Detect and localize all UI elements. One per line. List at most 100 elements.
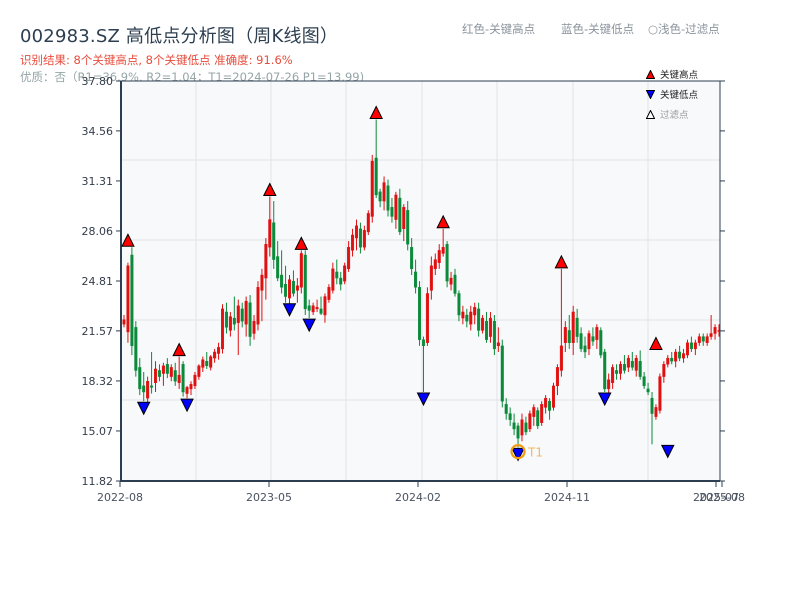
candle-body	[244, 300, 248, 325]
key-high-marker	[369, 105, 383, 119]
candle-body	[232, 317, 236, 325]
candle-body	[622, 364, 626, 371]
candle-body	[134, 327, 138, 371]
candle-body	[398, 197, 402, 233]
y-tick-label: 21.57	[82, 325, 114, 338]
candle-body	[197, 365, 201, 377]
candle-body	[654, 407, 658, 417]
candle-body	[685, 342, 689, 356]
x-tick-label: 2023-05	[246, 491, 292, 504]
candle-body	[508, 413, 512, 420]
key-low-marker	[180, 398, 194, 413]
candle-body	[327, 287, 331, 300]
candle-body	[394, 194, 398, 220]
candle-body	[626, 357, 630, 368]
candle-body	[709, 333, 713, 337]
y-tick-label: 37.80	[82, 75, 114, 88]
y-tick-label: 18.32	[82, 375, 114, 388]
candle-body	[201, 359, 205, 368]
candle-body	[567, 330, 571, 343]
candle-body	[670, 357, 674, 362]
candle-body	[461, 311, 465, 319]
candle-body	[488, 317, 492, 337]
candle-body	[599, 330, 603, 356]
candle-body	[154, 368, 158, 383]
candle-body	[181, 364, 185, 393]
hollow-triangle-icon	[646, 109, 655, 119]
candle-body	[358, 228, 362, 248]
recognition-result: 识别结果: 8个关键高点, 8个关键低点 准确度: 91.6%	[20, 53, 293, 67]
candle-body	[607, 379, 611, 390]
y-tick-label: 15.07	[82, 425, 114, 438]
candle-body	[469, 311, 473, 325]
key-low-marker	[416, 392, 431, 407]
candle-body	[374, 157, 378, 196]
candle-body	[563, 327, 567, 343]
candle-body	[536, 410, 540, 427]
candle-body	[453, 274, 457, 294]
candle-body	[496, 342, 500, 347]
candle-body	[323, 296, 327, 316]
key-high-marker	[649, 336, 663, 350]
candle-body	[693, 342, 697, 350]
candle-body	[236, 305, 240, 323]
candle-body	[307, 305, 311, 311]
red-triangle-up-icon	[646, 69, 655, 79]
candle-body	[520, 419, 524, 436]
legend-label-filtered: 过滤点	[660, 110, 689, 121]
candle-body	[418, 287, 422, 340]
key-low-marker	[660, 444, 675, 459]
candle-body	[595, 327, 599, 340]
candle-body	[291, 280, 295, 294]
candle-body	[662, 364, 666, 377]
candle-body	[634, 357, 638, 371]
candle-body	[658, 376, 662, 411]
candle-body	[126, 265, 130, 333]
candle-body	[169, 367, 173, 377]
candle-body	[331, 268, 335, 291]
candle-body	[146, 381, 150, 399]
candle-body	[217, 347, 221, 354]
candle-body	[425, 293, 429, 343]
candle-body	[130, 254, 134, 347]
candle-body	[666, 357, 670, 365]
candle-body	[445, 244, 449, 282]
candle-body	[571, 311, 575, 343]
candle-body	[311, 305, 315, 313]
candle-body	[485, 320, 489, 340]
candle-body	[575, 317, 579, 337]
candle-body	[382, 182, 386, 202]
candle-body	[421, 339, 425, 347]
candle-body	[138, 367, 142, 390]
candle-body	[303, 254, 307, 310]
candle-body	[492, 320, 496, 350]
legend-top-red: 红色-关键高点	[462, 22, 536, 36]
x-tick-label: 2022-08	[97, 491, 143, 504]
candle-body	[697, 336, 701, 343]
blue-triangle-down-icon	[646, 89, 655, 99]
y-tick-label: 28.06	[82, 225, 114, 238]
legend-top-light: ○浅色-过滤点	[648, 22, 720, 36]
legend-label-low: 关键低点	[660, 90, 699, 101]
candle-body	[272, 222, 276, 260]
candle-body	[177, 374, 181, 383]
candle-body	[524, 422, 528, 433]
candle-body	[339, 277, 343, 285]
plot-area	[121, 81, 720, 481]
chart-title: 002983.SZ 高低点分析图（周K线图）	[20, 26, 339, 47]
candle-body	[185, 387, 189, 394]
legend-label-high: 关键高点	[660, 70, 699, 81]
t1-label: T1	[527, 446, 543, 460]
candle-body	[228, 316, 232, 331]
candle-body	[689, 342, 693, 350]
legend-item-filtered: 过滤点	[646, 104, 698, 124]
candle-body	[528, 413, 532, 430]
legend-top-blue: 蓝色-关键低点	[561, 22, 635, 36]
candle-body	[646, 388, 650, 393]
candle-body	[465, 314, 469, 322]
candle-body	[701, 336, 705, 342]
key-high-marker	[436, 214, 450, 229]
key-high-marker	[294, 236, 309, 250]
candle-body	[287, 279, 291, 299]
candle-body	[429, 265, 433, 291]
